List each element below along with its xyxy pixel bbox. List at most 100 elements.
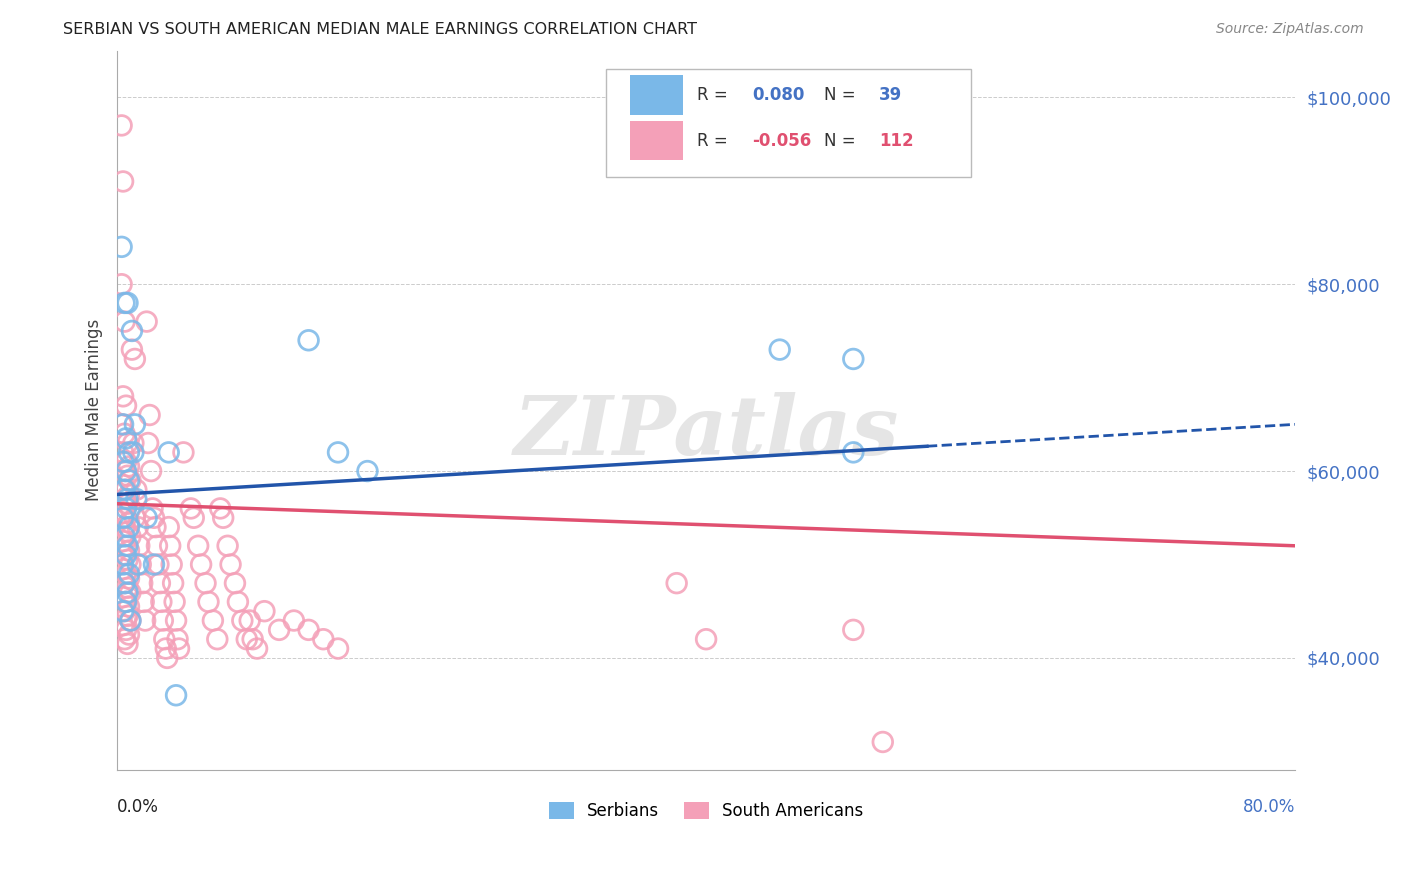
Point bbox=[166, 632, 188, 647]
Point bbox=[117, 553, 139, 567]
Point bbox=[115, 595, 138, 609]
Point bbox=[842, 623, 865, 637]
Point bbox=[180, 501, 202, 516]
Point bbox=[118, 474, 141, 488]
Point bbox=[124, 510, 146, 524]
Point bbox=[121, 343, 143, 357]
Point bbox=[112, 389, 135, 403]
Point bbox=[112, 618, 135, 632]
Text: 80.0%: 80.0% bbox=[1243, 798, 1295, 816]
Point bbox=[253, 604, 276, 618]
Point bbox=[150, 595, 173, 609]
Point bbox=[114, 604, 136, 618]
Point bbox=[114, 576, 136, 591]
Point bbox=[118, 459, 141, 474]
Point bbox=[114, 426, 136, 441]
FancyBboxPatch shape bbox=[630, 120, 682, 161]
Point bbox=[226, 595, 249, 609]
Point bbox=[112, 510, 135, 524]
Point bbox=[114, 492, 136, 507]
Point bbox=[114, 315, 136, 329]
Point bbox=[242, 632, 264, 647]
Point bbox=[209, 501, 232, 516]
Point bbox=[120, 614, 142, 628]
Point bbox=[769, 343, 792, 357]
Point bbox=[246, 641, 269, 656]
Point bbox=[118, 599, 141, 614]
Text: -0.056: -0.056 bbox=[752, 132, 811, 150]
Point bbox=[162, 576, 184, 591]
Point bbox=[114, 520, 136, 534]
Point bbox=[155, 641, 177, 656]
Point bbox=[163, 595, 186, 609]
Point bbox=[297, 623, 319, 637]
Point bbox=[167, 641, 190, 656]
Legend: Serbians, South Americans: Serbians, South Americans bbox=[541, 795, 870, 826]
Point bbox=[128, 539, 150, 553]
Point bbox=[231, 614, 253, 628]
Point bbox=[118, 520, 141, 534]
Point bbox=[115, 501, 138, 516]
Point bbox=[842, 445, 865, 459]
Point bbox=[114, 576, 136, 591]
Point bbox=[110, 119, 132, 133]
Point bbox=[115, 464, 138, 478]
Text: ZIPatlas: ZIPatlas bbox=[513, 392, 898, 472]
Point bbox=[112, 534, 135, 549]
Point bbox=[114, 632, 136, 647]
Point bbox=[145, 520, 167, 534]
FancyBboxPatch shape bbox=[606, 69, 972, 177]
Point bbox=[115, 483, 138, 497]
Point bbox=[143, 558, 166, 572]
Point bbox=[115, 539, 138, 553]
Text: 39: 39 bbox=[879, 87, 903, 104]
Point bbox=[135, 315, 157, 329]
Point bbox=[219, 558, 242, 572]
Point bbox=[141, 501, 163, 516]
Point bbox=[112, 604, 135, 618]
Text: 112: 112 bbox=[879, 132, 914, 150]
Point bbox=[665, 576, 688, 591]
Y-axis label: Median Male Earnings: Median Male Earnings bbox=[86, 319, 103, 501]
Text: N =: N = bbox=[824, 132, 860, 150]
Point bbox=[212, 510, 235, 524]
Point bbox=[695, 632, 717, 647]
Point bbox=[148, 558, 170, 572]
Point bbox=[120, 501, 142, 516]
Point bbox=[112, 558, 135, 572]
Point bbox=[114, 464, 136, 478]
Point bbox=[115, 595, 138, 609]
Point bbox=[114, 483, 136, 497]
Point bbox=[269, 623, 291, 637]
Point bbox=[194, 576, 217, 591]
Point bbox=[115, 566, 138, 581]
Point bbox=[153, 632, 176, 647]
Point bbox=[117, 637, 139, 651]
Point bbox=[114, 529, 136, 543]
Point bbox=[115, 548, 138, 562]
Point bbox=[172, 445, 194, 459]
Point bbox=[127, 558, 149, 572]
Point bbox=[120, 474, 142, 488]
Point bbox=[112, 562, 135, 576]
Point bbox=[110, 240, 132, 254]
Point bbox=[115, 431, 138, 445]
Point bbox=[115, 510, 138, 524]
Point bbox=[156, 651, 179, 665]
Point bbox=[235, 632, 257, 647]
Point bbox=[165, 614, 187, 628]
Point bbox=[207, 632, 229, 647]
Point bbox=[114, 296, 136, 310]
Point bbox=[112, 590, 135, 604]
Point bbox=[157, 445, 180, 459]
Point bbox=[114, 548, 136, 562]
Point bbox=[112, 417, 135, 432]
FancyBboxPatch shape bbox=[630, 76, 682, 115]
Point bbox=[125, 483, 148, 497]
Point bbox=[842, 351, 865, 366]
Point bbox=[117, 585, 139, 599]
Point bbox=[152, 614, 174, 628]
Point bbox=[136, 436, 159, 450]
Text: Source: ZipAtlas.com: Source: ZipAtlas.com bbox=[1216, 22, 1364, 37]
Point bbox=[127, 520, 149, 534]
